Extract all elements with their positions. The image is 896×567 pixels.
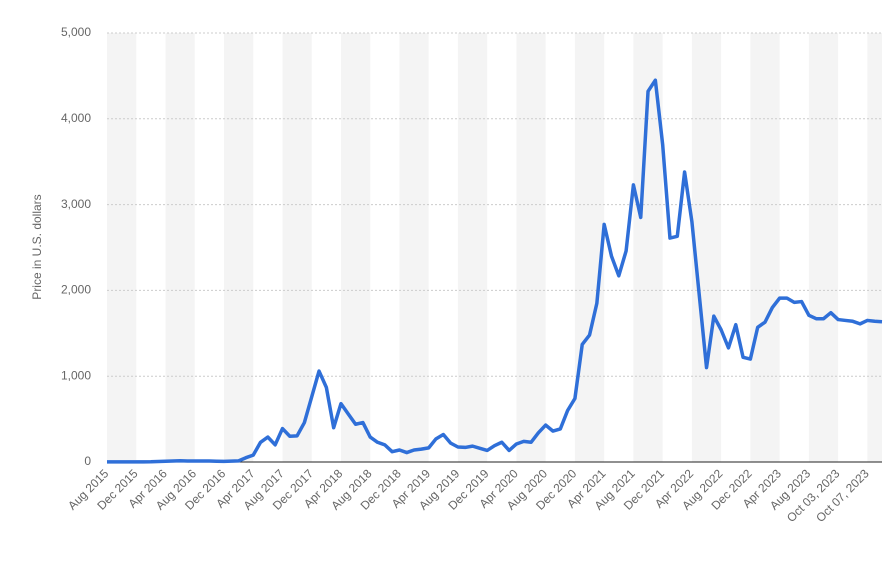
background-bands: [107, 33, 882, 462]
band: [340, 33, 371, 462]
band: [516, 33, 546, 462]
band: [574, 33, 605, 462]
band: [808, 33, 839, 462]
band: [691, 33, 722, 462]
band: [399, 33, 429, 462]
y-tick-label: 1,000: [61, 368, 91, 382]
y-tick-label: 5,000: [61, 25, 91, 39]
y-tick-label: 4,000: [61, 111, 91, 125]
band: [223, 33, 254, 462]
band: [867, 33, 882, 462]
band: [282, 33, 312, 462]
band: [165, 33, 195, 462]
y-tick-label: 3,000: [61, 197, 91, 211]
band: [457, 33, 488, 462]
y-tick-label: 2,000: [61, 283, 91, 297]
price-line: [107, 78, 883, 464]
y-tick-label: 0: [84, 454, 91, 468]
y-axis-label: Price in U.S. dollars: [30, 194, 44, 299]
band: [750, 33, 780, 462]
band: [107, 33, 137, 462]
